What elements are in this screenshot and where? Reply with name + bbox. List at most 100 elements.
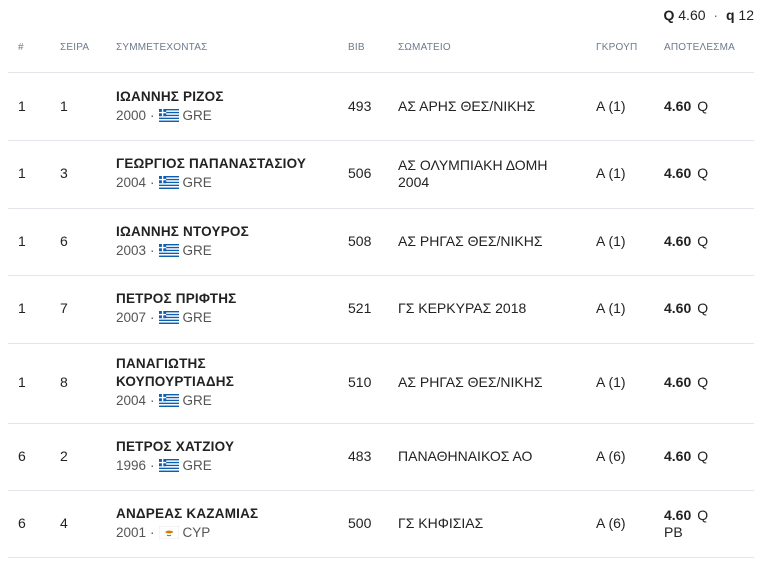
country-code: GRE — [182, 108, 212, 123]
col-lane: ΣΕΙΡΑ — [60, 42, 90, 53]
bib-number: 500 — [348, 515, 372, 531]
col-result: ΑΠΟΤΕΛΕΣΜΑ — [664, 42, 735, 53]
birth-year: 1996 — [116, 458, 147, 473]
result-value: 4.60 — [664, 448, 692, 464]
result: 4.60 Q — [664, 233, 708, 250]
table-row[interactable]: 1 7 ΠΕΤΡΟΣ ΠΡΙΦΤΗΣ 2007 · GRE 521 ΓΣ ΚΕΡΚΥΡΑΣ 2… — [8, 275, 754, 344]
result-value: 4.60 — [664, 98, 692, 114]
club-name: ΑΣ ΡΗΓΑΣ ΘΕΣ/ΝΙΚΗΣ — [398, 374, 568, 391]
greece-flag-icon — [158, 176, 179, 189]
separator: · — [150, 458, 155, 473]
result-value: 4.60 — [664, 300, 692, 316]
rank: 1 — [18, 233, 26, 249]
athlete-cell: ΠΑΝΑΓΙΩΤΗΣ ΚΟΥΠΟΥΡΤΙΑΔΗΣ 2004 · GRE — [116, 355, 234, 408]
country-code: CYP — [182, 525, 211, 540]
country-code: GRE — [182, 310, 212, 325]
q-value: 4.60 — [678, 7, 706, 23]
greece-flag-icon — [158, 459, 179, 472]
table-row[interactable]: 1 6 ΙΩΑΝΝΗΣ ΝΤΟΥΡΟΣ 2003 · GRE 508 ΑΣ ΡΗΓΑΣ ΘΕΣ… — [8, 208, 754, 276]
result: 4.60 Q — [664, 300, 708, 317]
result-line: 4.60 Q — [664, 233, 708, 250]
table-row[interactable]: 1 8 ΠΑΝΑΓΙΩΤΗΣ ΚΟΥΠΟΥΡΤΙΑΔΗΣ 2004 · GRE 510 ΑΣ Ρ… — [8, 343, 754, 424]
result: 4.60 Q — [664, 374, 708, 391]
qualification-mark: Q — [697, 300, 709, 316]
result-line: 4.60 Q — [664, 98, 708, 115]
qualification-mark: Q — [697, 165, 709, 181]
result-line: 4.60 Q — [664, 374, 708, 391]
result-value: 4.60 — [664, 507, 692, 523]
country-code: GRE — [182, 393, 212, 408]
col-bib: BIB — [348, 42, 365, 53]
table-row[interactable]: 6 2 ΠΕΤΡΟΣ ΧΑΤΖΙΟΥ 1996 · GRE 483 ΠΑΝΑΘΗΝΑΙΚΟΣ … — [8, 423, 754, 491]
athlete-name[interactable]: ΓΕΩΡΓΙΟΣ ΠΑΠΑΝΑΣΤΑΣΙΟΥ — [116, 156, 307, 171]
group: Α (1) — [596, 233, 626, 249]
athlete-name[interactable]: ΙΩΑΝΝΗΣ ΝΤΟΥΡΟΣ — [116, 224, 249, 239]
lane: 3 — [60, 165, 68, 181]
birth-year: 2001 — [116, 525, 147, 540]
athlete-meta: 2001 · CYP — [116, 525, 258, 540]
athlete-name[interactable]: ΙΩΑΝΝΗΣ ΡΙΖΟΣ — [116, 89, 224, 104]
greece-flag-icon — [158, 394, 179, 407]
result-value: 4.60 — [664, 233, 692, 249]
bib-number: 483 — [348, 448, 372, 464]
result-value: 4.60 — [664, 165, 692, 181]
athlete-name[interactable]: ΑΝΔΡΕΑΣ ΚΑΖΑΜΙΑΣ — [116, 506, 259, 521]
separator: · — [150, 175, 155, 190]
athlete-name[interactable]: ΠΕΤΡΟΣ ΧΑΤΖΙΟΥ — [116, 439, 235, 454]
athlete-cell: ΠΕΤΡΟΣ ΠΡΙΦΤΗΣ 2007 · GRE — [116, 290, 236, 325]
col-rank: # — [18, 42, 24, 53]
qualification-mark: Q — [697, 507, 709, 523]
group: Α (6) — [596, 515, 626, 531]
bib-number: 521 — [348, 300, 372, 316]
separator: · — [150, 525, 155, 540]
club-line: ΑΣ ΟΛΥΜΠΙΑΚΗ ΔΟΜΗ — [398, 157, 548, 173]
lane: 7 — [60, 300, 68, 316]
col-club: ΣΩΜΑΤΕΙΟ — [398, 42, 451, 53]
lane: 1 — [60, 98, 68, 114]
athlete-name[interactable]: ΠΕΤΡΟΣ ΠΡΙΦΤΗΣ — [116, 291, 237, 306]
lane: 8 — [60, 374, 68, 390]
separator: · — [713, 7, 719, 23]
group: Α (1) — [596, 165, 626, 181]
athlete-cell: ΙΩΑΝΝΗΣ ΝΤΟΥΡΟΣ 2003 · GRE — [116, 223, 249, 258]
table-row[interactable]: 1 3 ΓΕΩΡΓΙΟΣ ΠΑΠΑΝΑΣΤΑΣΙΟΥ 2004 · GRE 506 ΑΣ ΟΛ… — [8, 140, 754, 209]
athlete-cell: ΠΕΤΡΟΣ ΧΑΤΖΙΟΥ 1996 · GRE — [116, 438, 234, 473]
club-line: ΑΣ ΑΡΗΣ ΘΕΣ/ΝΙΚΗΣ — [398, 98, 536, 114]
qualification-mark: Q — [697, 233, 709, 249]
result: 4.60 Q — [664, 98, 708, 115]
birth-year: 2003 — [116, 243, 147, 258]
athlete-meta: 2007 · GRE — [116, 310, 236, 325]
table-row[interactable]: 1 1 ΙΩΑΝΝΗΣ ΡΙΖΟΣ 2000 · GRE 493 ΑΣ ΑΡΗΣ ΘΕΣ/ΝΙ… — [8, 73, 754, 141]
athlete-name[interactable]: ΚΟΥΠΟΥΡΤΙΑΔΗΣ — [116, 374, 235, 389]
athlete-name[interactable]: ΠΑΝΑΓΙΩΤΗΣ — [116, 356, 206, 371]
separator: · — [150, 310, 155, 325]
result-value: 4.60 — [664, 374, 692, 390]
country-code: GRE — [182, 243, 212, 258]
birth-year: 2000 — [116, 108, 147, 123]
club-line: 2004 — [398, 174, 430, 190]
club-name: ΓΣ ΚΗΦΙΣΙΑΣ — [398, 515, 568, 532]
q-label: Q — [663, 7, 675, 23]
club-name: ΠΑΝΑΘΗΝΑΙΚΟΣ ΑΟ — [398, 448, 568, 465]
result-line: 4.60 Q — [664, 165, 708, 182]
club-line: ΓΣ ΚΗΦΙΣΙΑΣ — [398, 515, 484, 531]
bib-number: 493 — [348, 98, 372, 114]
birth-year: 2004 — [116, 175, 147, 190]
club-name: ΓΣ ΚΕΡΚΥΡΑΣ 2018 — [398, 300, 568, 317]
rank: 1 — [18, 374, 26, 390]
small-q-label: q — [725, 7, 735, 23]
qualification-standard: Q 4.60 · q 12 — [663, 7, 754, 23]
small-q-value: 12 — [738, 7, 754, 23]
athlete-meta: 2003 · GRE — [116, 243, 249, 258]
club-line: ΑΣ ΡΗΓΑΣ ΘΕΣ/ΝΙΚΗΣ — [398, 374, 543, 390]
club-line: ΠΑΝΑΘΗΝΑΙΚΟΣ ΑΟ — [398, 448, 533, 464]
col-group: ΓΚΡΟΥΠ — [596, 42, 638, 53]
separator: · — [150, 243, 155, 258]
result-line: 4.60 Q — [664, 507, 708, 524]
table-row[interactable]: 6 4 ΑΝΔΡΕΑΣ ΚΑΖΑΜΙΑΣ 2001 · CYP 500 ΓΣ ΚΗΦΙΣΙΑΣ… — [8, 490, 754, 558]
group: Α (1) — [596, 300, 626, 316]
col-athlete: ΣΥΜΜΕΤΕΧΟΝΤΑΣ — [116, 42, 208, 53]
qualification-mark: Q — [697, 374, 709, 390]
greece-flag-icon — [158, 244, 179, 257]
greece-flag-icon — [158, 311, 179, 324]
